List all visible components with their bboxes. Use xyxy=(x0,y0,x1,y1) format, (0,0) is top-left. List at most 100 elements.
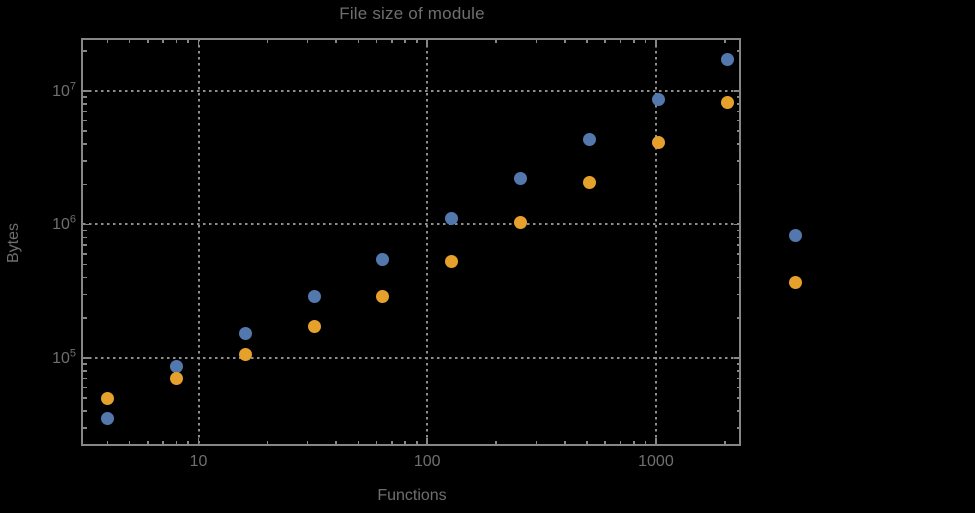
y-tick-mark-right xyxy=(736,370,741,372)
y-tick-mark xyxy=(82,276,87,279)
x-tick-mark xyxy=(306,441,309,445)
series-1-blue-point xyxy=(100,412,114,426)
y-tick-mark xyxy=(82,293,87,296)
x-tick-mark xyxy=(128,441,131,445)
y-tick-mark-right xyxy=(736,263,741,266)
x-tick-mark-top xyxy=(495,39,497,43)
x-tick-mark xyxy=(147,441,149,445)
y-tick-mark xyxy=(82,223,90,226)
series-2-orange-point xyxy=(238,347,252,361)
y-tick-mark xyxy=(82,130,87,132)
y-tick-mark-right xyxy=(733,223,741,226)
y-tick-mark xyxy=(82,160,87,162)
y-tick-mark-right xyxy=(733,90,741,92)
x-tick-mark-top xyxy=(586,39,588,43)
series-2-orange-point xyxy=(376,289,390,303)
y-tick-mark-right xyxy=(736,386,741,389)
x-tick-mark-top xyxy=(335,39,337,43)
x-tick-mark xyxy=(416,441,418,445)
x-tick-mark xyxy=(375,441,378,445)
y-tick-mark-right xyxy=(736,130,741,132)
y-tick-mark-right xyxy=(736,410,741,412)
chart-title: File size of module xyxy=(339,4,485,23)
x-tick-mark-top xyxy=(187,39,189,43)
y-tick-mark-right xyxy=(736,119,741,122)
x-tick-mark xyxy=(495,441,497,445)
y-tick-label-1e7: 107 xyxy=(52,80,76,100)
series-1-blue-point xyxy=(582,132,596,146)
y-tick-mark xyxy=(82,229,87,232)
y-tick-label-1e6: 106 xyxy=(52,213,76,234)
x-tick-mark-top xyxy=(128,39,131,43)
series-2-orange-point xyxy=(720,96,734,110)
x-tick-mark-top xyxy=(175,39,178,43)
y-tick-mark-right xyxy=(736,317,741,319)
y-tick-mark xyxy=(82,90,90,92)
x-tick-mark xyxy=(586,441,588,445)
series-2-orange-point xyxy=(445,254,459,268)
series-1-blue-point xyxy=(720,53,734,66)
x-tick-mark-top xyxy=(644,39,647,43)
x-tick-mark xyxy=(391,441,393,445)
vertical-gridline-100 xyxy=(426,39,429,445)
x-tick-mark-top xyxy=(724,39,726,43)
series-2-orange-point xyxy=(514,216,528,230)
series-1-blue-point xyxy=(445,211,459,225)
series-2-orange-point xyxy=(169,371,183,385)
y-tick-mark-right xyxy=(736,253,741,255)
series-2-orange-point xyxy=(789,276,803,290)
x-tick-mark-top xyxy=(306,39,309,43)
x-tick-mark xyxy=(335,441,337,445)
x-tick-mark-top xyxy=(535,39,538,43)
y-tick-mark xyxy=(82,50,87,52)
y-tick-mark-right xyxy=(736,183,741,186)
x-tick-mark xyxy=(106,441,109,445)
x-tick-mark xyxy=(187,441,189,445)
y-tick-mark-right xyxy=(736,427,741,429)
y-tick-label-1e5: 105 xyxy=(52,347,76,367)
y-tick-mark-right xyxy=(736,103,741,105)
y-tick-mark-right xyxy=(736,229,741,232)
x-tick-label-10: 10 xyxy=(189,453,208,470)
series-1-blue-point xyxy=(789,228,803,242)
y-tick-mark xyxy=(82,244,87,246)
y-tick-mark xyxy=(82,236,87,239)
x-tick-mark xyxy=(404,441,406,445)
y-tick-mark-right xyxy=(736,50,741,52)
x-tick-mark xyxy=(162,441,164,445)
y-tick-mark xyxy=(82,427,87,429)
x-tick-mark xyxy=(426,438,428,445)
y-tick-mark xyxy=(82,317,87,319)
x-tick-mark-top xyxy=(147,39,149,43)
x-tick-mark xyxy=(564,441,566,445)
y-tick-mark-right xyxy=(736,143,741,145)
series-2-orange-point xyxy=(651,136,665,150)
series-2-orange-point xyxy=(100,391,114,405)
series-1-blue-point xyxy=(238,326,252,340)
x-tick-mark xyxy=(266,441,269,445)
x-tick-mark-top xyxy=(375,39,378,43)
vertical-gridline-10 xyxy=(197,39,200,445)
horizontal-gridline-1e7 xyxy=(82,89,741,92)
y-tick-mark xyxy=(82,397,87,399)
y-tick-mark-right xyxy=(736,236,741,239)
y-tick-mark-right xyxy=(736,397,741,399)
y-tick-mark xyxy=(82,253,87,255)
vertical-gridline-1000 xyxy=(654,39,657,445)
series-1-blue-point xyxy=(169,359,183,373)
y-tick-mark xyxy=(82,377,87,380)
y-tick-mark-right xyxy=(736,363,741,365)
y-tick-mark xyxy=(82,96,87,98)
y-tick-mark xyxy=(82,357,90,359)
y-tick-mark xyxy=(82,103,87,105)
series-2-orange-point xyxy=(307,320,321,334)
y-tick-mark xyxy=(82,370,87,372)
x-tick-mark-top xyxy=(404,39,406,43)
y-tick-mark-right xyxy=(736,96,741,98)
x-tick-mark-top xyxy=(391,39,393,43)
y-tick-mark xyxy=(82,183,87,186)
x-tick-mark xyxy=(535,441,538,445)
x-tick-mark-top xyxy=(357,39,360,43)
y-axis-title: Bytes xyxy=(5,223,22,264)
y-tick-mark-right xyxy=(736,377,741,380)
